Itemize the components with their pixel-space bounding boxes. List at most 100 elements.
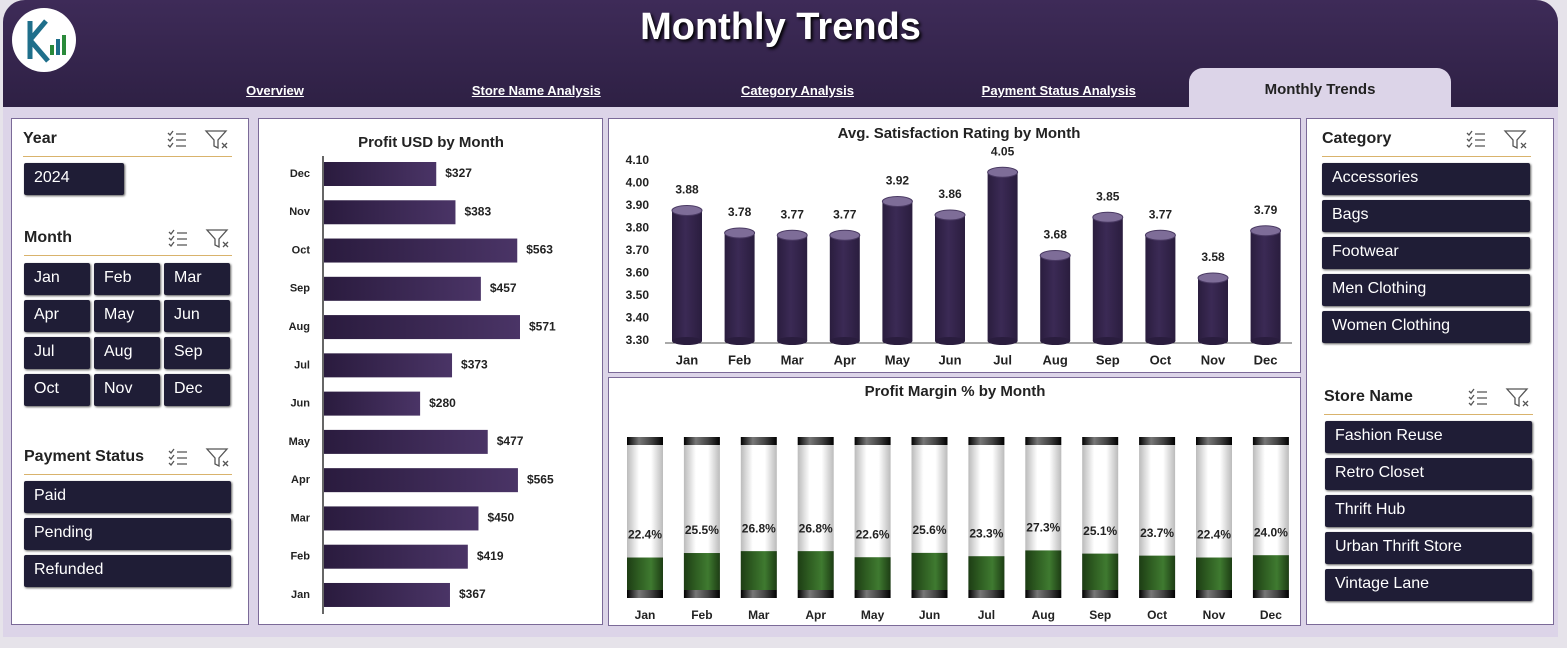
value-label: $367 (459, 587, 486, 601)
slicer-button[interactable]: Jun (164, 300, 230, 332)
x-tick-label: Feb (691, 608, 712, 622)
slicer-button[interactable]: Aug (94, 337, 160, 369)
bar (324, 353, 453, 378)
satisfaction-chart: Avg. Satisfaction Rating by Month 3.30 3.4… (608, 118, 1301, 373)
nav-tab[interactable]: Overview (246, 83, 304, 98)
slicer-button[interactable]: Retro Closet (1325, 458, 1532, 490)
value-label: 26.8% (799, 521, 833, 535)
bar (324, 276, 481, 301)
slicer-button[interactable]: 2024 (24, 163, 124, 195)
x-tick-label: Aug (1032, 608, 1055, 622)
x-tick-label: Nov (1203, 608, 1226, 622)
active-tab-bg (1189, 68, 1451, 108)
value-label: 3.79 (1254, 203, 1278, 217)
slicer-icons[interactable] (1465, 129, 1535, 151)
slicer-icons[interactable] (1467, 387, 1537, 409)
bar (672, 210, 702, 341)
tube-cap (1025, 590, 1062, 598)
bar (1139, 555, 1176, 590)
value-label: 22.4% (1197, 528, 1231, 542)
slicer-button[interactable]: Footwear (1322, 237, 1530, 269)
bar-top (1092, 211, 1124, 223)
slicer-button[interactable]: Men Clothing (1322, 274, 1530, 306)
slicer-button[interactable]: Apr (24, 300, 90, 332)
logo (12, 8, 76, 72)
value-label: 3.78 (728, 205, 752, 219)
slicer-button[interactable]: May (94, 300, 160, 332)
slicer-icons[interactable] (166, 129, 236, 151)
slicer-button[interactable]: Mar (164, 263, 230, 295)
value-label: $565 (527, 472, 554, 486)
y-tick-label: Mar (290, 512, 310, 524)
slicer-button[interactable]: Jul (24, 337, 90, 369)
x-tick-label: Jan (676, 352, 698, 367)
tube-cap (1082, 590, 1119, 598)
y-tick-label: May (289, 436, 311, 448)
page-title: Monthly Trends (640, 6, 921, 48)
tube-cap (1082, 437, 1119, 445)
slicer-icons[interactable] (167, 228, 237, 250)
bar-top (987, 166, 1019, 178)
slicer-button[interactable]: Paid (24, 481, 231, 513)
slicer-button[interactable]: Fashion Reuse (1325, 421, 1532, 453)
y-tick-label: 3.40 (626, 311, 650, 325)
slicer-button[interactable]: Sep (164, 337, 230, 369)
slicer-button[interactable]: Thrift Hub (1325, 495, 1532, 527)
bar (1145, 235, 1176, 341)
nav-tab[interactable]: Monthly Trends (1264, 81, 1376, 98)
slicer-rule (23, 156, 232, 157)
x-tick-label: Jan (635, 608, 656, 622)
chart-title: Profit Margin % by Month (865, 383, 1046, 400)
bar (1250, 230, 1281, 341)
x-tick-label: Aug (1043, 352, 1068, 367)
tube-cap (797, 437, 834, 445)
slicer-button[interactable]: Refunded (24, 555, 231, 587)
slicer-button[interactable]: Pending (24, 518, 231, 550)
bar-base (882, 337, 913, 345)
x-tick-label: Jun (938, 352, 961, 367)
tube-cap (683, 590, 720, 598)
margin-chart: Profit Margin % by Month 22.4% Jan 25.5% Feb… (608, 377, 1301, 626)
slicer-button[interactable]: Vintage Lane (1325, 569, 1532, 601)
value-label: $383 (464, 204, 491, 218)
bar (324, 468, 518, 493)
bar (324, 238, 518, 263)
bar-top (776, 229, 808, 241)
bar (1092, 217, 1123, 341)
slicer-button[interactable]: Women Clothing (1322, 311, 1530, 343)
slicer-button[interactable]: Accessories (1322, 163, 1530, 195)
bar (968, 556, 1005, 590)
value-label: 3.68 (1044, 228, 1068, 242)
x-tick-label: May (885, 352, 911, 367)
slicer-title: Store Name (1324, 388, 1413, 405)
x-tick-label: Jul (993, 352, 1012, 367)
slicer-button[interactable]: Urban Thrift Store (1325, 532, 1532, 564)
bar-top (829, 229, 861, 241)
nav-tab[interactable]: Store Name Analysis (471, 83, 601, 98)
slicer-button[interactable]: Oct (24, 374, 90, 406)
slicer-icons[interactable] (167, 447, 237, 469)
bar-base (829, 337, 860, 345)
slicer-button[interactable]: Nov (94, 374, 160, 406)
y-tick-label: 3.60 (626, 266, 650, 280)
slicer-button[interactable]: Jan (24, 263, 90, 295)
slicer-button[interactable]: Bags (1322, 200, 1530, 232)
tube-cap (1025, 437, 1062, 445)
bar-top (1039, 250, 1071, 261)
y-tick-label: Oct (292, 244, 311, 256)
slicer-button[interactable]: Dec (164, 374, 230, 406)
value-label: 23.3% (969, 526, 1003, 540)
value-label: 3.77 (1149, 207, 1173, 221)
value-label: 3.58 (1201, 250, 1225, 264)
slicer-button[interactable]: Feb (94, 263, 160, 295)
y-tick-label: 3.80 (626, 221, 650, 235)
bar (324, 506, 479, 531)
tube-cap (968, 437, 1005, 445)
x-tick-label: Oct (1147, 608, 1167, 622)
tube-cap (854, 437, 891, 445)
value-label: $563 (526, 243, 553, 257)
nav-tab[interactable]: Payment Status Analysis (981, 83, 1136, 98)
bar (1196, 557, 1232, 590)
nav-tab[interactable]: Category Analysis (741, 83, 854, 98)
